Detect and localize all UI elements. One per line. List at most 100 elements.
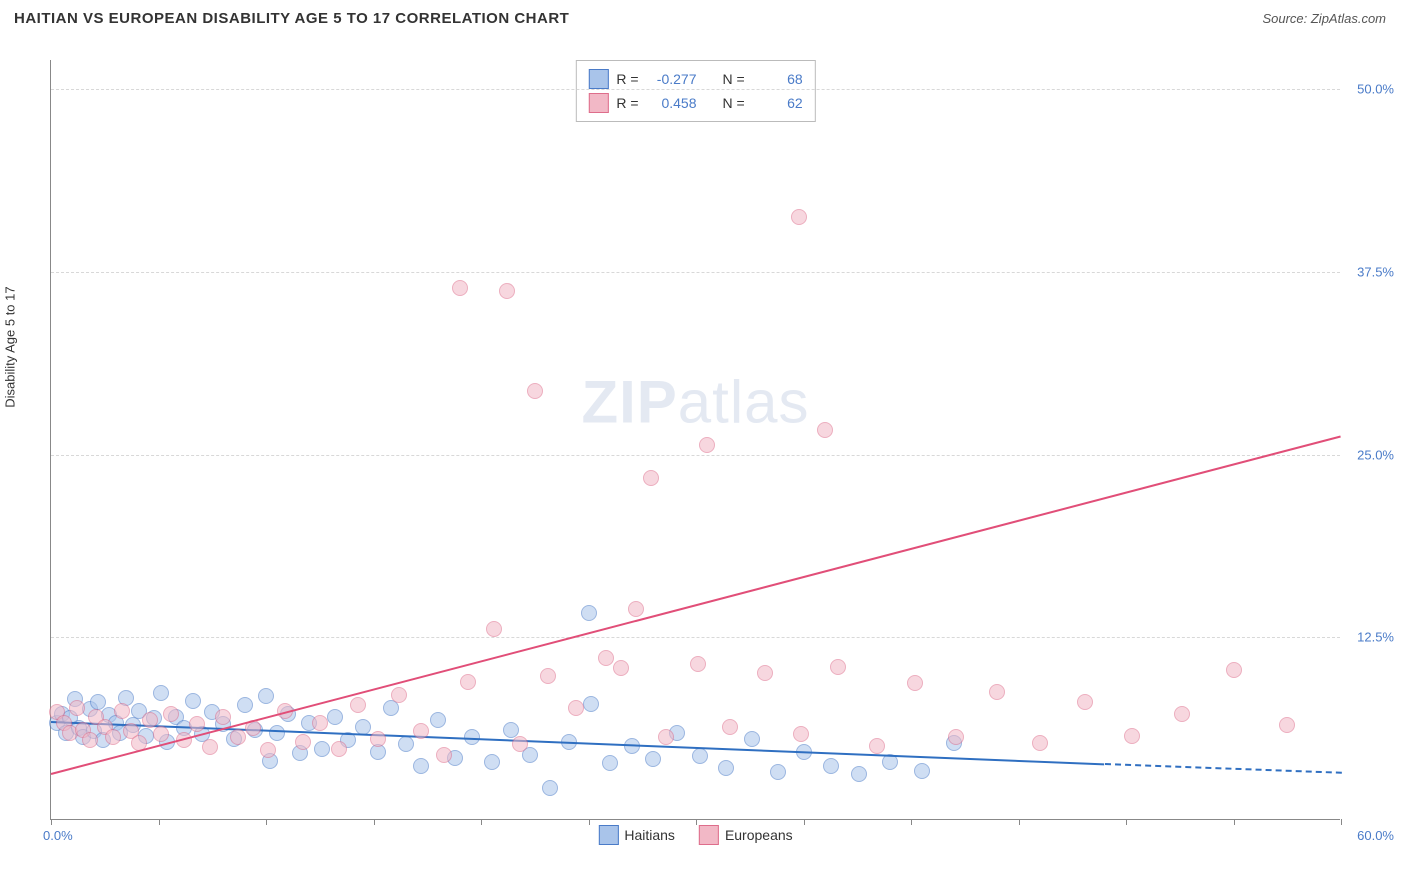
data-point [230,729,246,745]
legend-row-haitians: R = -0.277 N = 68 [588,67,802,91]
data-point [583,696,599,712]
swatch-europeans [699,825,719,845]
data-point [82,732,98,748]
swatch-haitians [588,69,608,89]
data-point [1226,662,1242,678]
trend-line-extrapolated [1104,763,1341,774]
n-label: N = [723,95,745,111]
data-point [331,741,347,757]
data-point [512,736,528,752]
chart-container: Disability Age 5 to 17 ZIPatlas R = -0.2… [14,40,1392,882]
trend-line [51,436,1341,776]
data-point [757,665,773,681]
x-tick [481,819,482,825]
gridline [51,637,1340,638]
data-point [851,766,867,782]
data-point [645,751,661,767]
data-point [189,716,205,732]
r-value-haitians: -0.277 [647,71,697,87]
data-point [830,659,846,675]
data-point [142,712,158,728]
data-point [202,739,218,755]
r-label: R = [616,95,638,111]
data-point [503,722,519,738]
n-label: N = [723,71,745,87]
plot-area: ZIPatlas R = -0.277 N = 68 R = 0.458 N =… [50,60,1340,820]
x-tick [374,819,375,825]
data-point [486,621,502,637]
swatch-haitians [598,825,618,845]
data-point [295,734,311,750]
legend-item-europeans: Europeans [699,825,793,845]
data-point [540,668,556,684]
legend-label: Europeans [725,827,793,843]
legend-label: Haitians [624,827,675,843]
data-point [527,383,543,399]
r-label: R = [616,71,638,87]
legend-item-haitians: Haitians [598,825,675,845]
data-point [413,758,429,774]
data-point [817,422,833,438]
x-tick [1126,819,1127,825]
y-axis-label: Disability Age 5 to 17 [3,286,18,407]
swatch-europeans [588,93,608,113]
watermark: ZIPatlas [581,367,809,436]
data-point [1279,717,1295,733]
correlation-legend: R = -0.277 N = 68 R = 0.458 N = 62 [575,60,815,122]
data-point [327,709,343,725]
gridline [51,272,1340,273]
data-point [114,703,130,719]
y-tick-label: 12.5% [1357,630,1394,645]
n-value-europeans: 62 [753,95,803,111]
data-point [1174,706,1190,722]
data-point [258,688,274,704]
data-point [722,719,738,735]
x-tick [266,819,267,825]
data-point [436,747,452,763]
data-point [185,693,201,709]
gridline [51,89,1340,90]
data-point [690,656,706,672]
data-point [791,209,807,225]
series-legend: Haitians Europeans [598,825,792,845]
data-point [153,726,169,742]
data-point [452,280,468,296]
data-point [770,764,786,780]
data-point [581,605,597,621]
data-point [163,706,179,722]
data-point [989,684,1005,700]
data-point [260,742,276,758]
source-attribution: Source: ZipAtlas.com [1262,11,1386,26]
y-tick-label: 50.0% [1357,82,1394,97]
data-point [430,712,446,728]
data-point [542,780,558,796]
x-max-label: 60.0% [1357,828,1394,843]
x-tick [159,819,160,825]
data-point [1032,735,1048,751]
chart-title: HAITIAN VS EUROPEAN DISABILITY AGE 5 TO … [14,10,569,27]
x-tick [911,819,912,825]
data-point [948,729,964,745]
data-point [460,674,476,690]
x-tick [1341,819,1342,825]
data-point [568,700,584,716]
data-point [744,731,760,747]
x-min-label: 0.0% [43,828,73,843]
data-point [699,437,715,453]
data-point [598,650,614,666]
data-point [718,760,734,776]
data-point [1077,694,1093,710]
data-point [350,697,366,713]
data-point [692,748,708,764]
data-point [269,725,285,741]
r-value-europeans: 0.458 [647,95,697,111]
data-point [628,601,644,617]
x-tick [51,819,52,825]
x-tick [589,819,590,825]
y-tick-label: 37.5% [1357,264,1394,279]
x-tick [1234,819,1235,825]
data-point [499,283,515,299]
data-point [153,685,169,701]
gridline [51,455,1340,456]
data-point [869,738,885,754]
